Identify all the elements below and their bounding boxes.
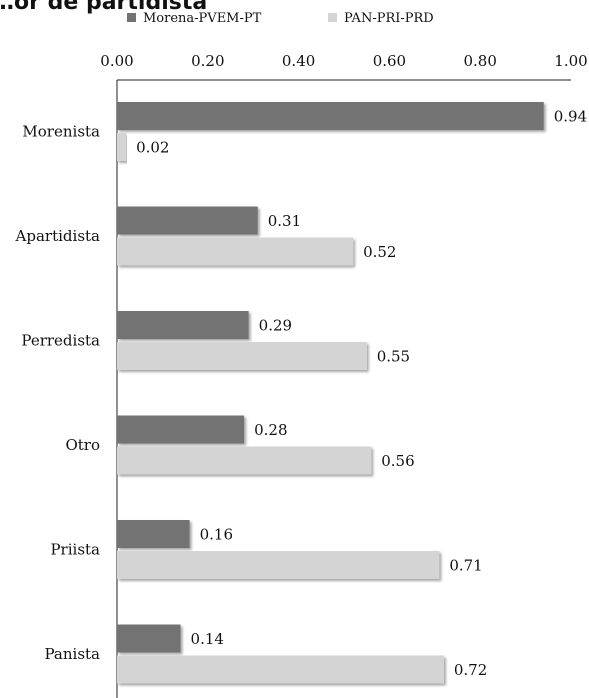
data-label: 0.72 xyxy=(454,661,487,679)
data-label: 0.02 xyxy=(136,139,169,157)
bar-apartidista-series-1 xyxy=(117,206,258,235)
bar-morenista-series-2 xyxy=(117,133,127,161)
legend-swatch-2 xyxy=(328,13,337,22)
category-label-otro: Otro xyxy=(65,436,100,454)
bar-priista-series-2 xyxy=(117,551,440,579)
bar-otro-series-2 xyxy=(117,446,372,475)
legend-label-1: Morena-PVEM-PT xyxy=(143,11,262,26)
bar-priista-series-1 xyxy=(117,520,190,548)
data-label: 0.16 xyxy=(200,526,233,544)
data-label: 0.28 xyxy=(254,421,287,439)
data-label: 0.31 xyxy=(268,212,301,230)
data-label: 0.14 xyxy=(191,630,224,648)
bars-group: 0.94 0.02 0.31 0.52 0.29 0.55 0.28 0.56 0.16 0.71… xyxy=(117,102,587,684)
bar-apartidista-series-2 xyxy=(117,237,354,266)
x-tick-label: 0.80 xyxy=(463,52,496,70)
data-label: 0.52 xyxy=(363,243,396,261)
category-label-apartidista: Apartidista xyxy=(15,227,100,245)
bar-perredista-series-2 xyxy=(117,342,367,370)
data-label: 0.94 xyxy=(554,108,587,126)
bar-morenista-series-1 xyxy=(117,102,544,130)
x-tick-label: 0.20 xyxy=(191,52,224,70)
data-label: 0.29 xyxy=(259,317,292,335)
x-tick-label: 1.00 xyxy=(554,52,587,70)
x-tick-label: 0.40 xyxy=(282,52,315,70)
category-label-perredista: Perredista xyxy=(21,332,100,350)
category-label-panista: Panista xyxy=(45,645,101,663)
legend: Morena-PVEM-PT PAN-PRI-PRD xyxy=(127,11,434,26)
category-label-morenista: Morenista xyxy=(22,123,100,141)
legend-swatch-1 xyxy=(127,13,136,22)
bar-panista-series-2 xyxy=(117,655,444,684)
data-label: 0.56 xyxy=(381,452,414,470)
x-tick-label: 0.60 xyxy=(373,52,406,70)
bar-perredista-series-1 xyxy=(117,311,249,339)
category-label-priista: Priista xyxy=(50,541,100,559)
category-labels: Morenista Apartidista Perredista Otro Priist… xyxy=(15,123,101,664)
bar-otro-series-1 xyxy=(117,415,245,444)
legend-label-2: PAN-PRI-PRD xyxy=(344,11,434,26)
data-label: 0.55 xyxy=(377,348,410,366)
chart-title: …or de partidista xyxy=(0,0,207,15)
data-label: 0.71 xyxy=(449,557,482,575)
x-tick-label: 0.00 xyxy=(100,52,133,70)
bar-panista-series-1 xyxy=(117,624,181,653)
x-axis: 0.00 0.20 0.40 0.60 0.80 1.00 xyxy=(100,52,588,698)
